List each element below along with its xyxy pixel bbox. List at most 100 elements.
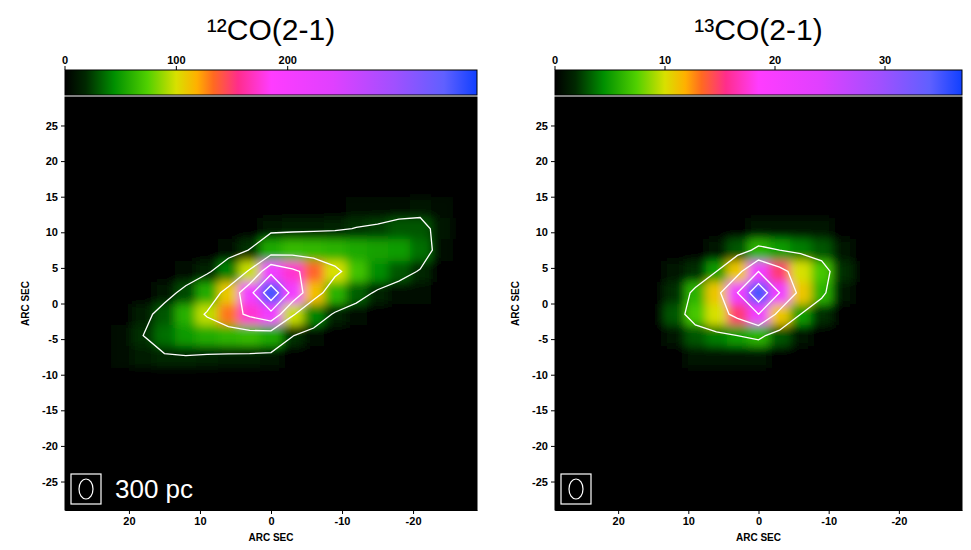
x-axis: 20100-10-20 (556, 510, 963, 527)
y-tick-mark (61, 446, 65, 447)
y-tick: 10 (46, 226, 65, 238)
heat-cell (811, 304, 833, 326)
heat-cell (303, 261, 325, 283)
x-axis-title: ARC SEC (248, 532, 293, 543)
x-tick-mark (829, 510, 830, 514)
heat-cell (811, 218, 833, 240)
y-tick-mark (551, 304, 555, 305)
colorbar: 0100200 (62, 54, 477, 95)
y-tick-mark (551, 232, 555, 233)
heat-cell (111, 239, 133, 261)
colorbar-tick-label: 10 (659, 54, 671, 66)
heat-cell (853, 218, 875, 240)
heat-cell (643, 325, 665, 347)
x-tick-label: 20 (613, 515, 625, 527)
heat-cell (239, 197, 261, 219)
contour (721, 260, 797, 326)
heat-cell (260, 325, 282, 347)
heat-cell (303, 218, 325, 240)
heat-cell (769, 218, 791, 240)
heat-cell (410, 325, 432, 347)
x-tick-mark (759, 510, 760, 514)
heat-cell (111, 346, 133, 368)
heat-cell (175, 325, 197, 347)
heat-cell (218, 346, 240, 368)
heat-cell (324, 261, 346, 283)
x-tick: -10 (335, 510, 351, 527)
y-tick-mark (61, 410, 65, 411)
x-tick: 20 (613, 510, 625, 527)
x-tick: -10 (821, 510, 837, 527)
x-tick-label: -20 (891, 515, 907, 527)
heat-cell (769, 304, 791, 326)
y-tick-mark (61, 268, 65, 269)
y-tick-mark (61, 482, 65, 483)
contour (239, 265, 302, 322)
y-tick: 15 (536, 191, 555, 203)
heat-cell (303, 197, 325, 219)
heat-cell (685, 239, 707, 261)
heat-cell (239, 282, 261, 304)
heat-cell (769, 346, 791, 368)
y-tick: -25 (42, 476, 65, 488)
heat-cell (303, 346, 325, 368)
heat-cell (388, 282, 410, 304)
heat-cell (196, 325, 218, 347)
heat-cell (324, 346, 346, 368)
x-tick-label: -10 (821, 515, 837, 527)
y-tick: 0 (52, 298, 65, 310)
y-tick-mark (551, 125, 555, 126)
x-tick-mark (129, 510, 130, 514)
heat-cell (154, 218, 176, 240)
heat-cell (367, 261, 389, 283)
heat-cell (175, 346, 197, 368)
heat-cell (664, 282, 686, 304)
x-tick-mark (618, 510, 619, 514)
x-tick-mark (413, 510, 414, 514)
heat-cell (832, 282, 854, 304)
y-tick: -10 (42, 369, 65, 381)
x-tick-label: 10 (194, 515, 206, 527)
y-tick: 15 (46, 191, 65, 203)
y-tick-mark (61, 339, 65, 340)
x-tick-mark (899, 510, 900, 514)
heat-cell (154, 325, 176, 347)
y-tick: -15 (532, 404, 555, 416)
heat-cell (685, 218, 707, 240)
heat-cell (748, 218, 770, 240)
colorbar-tick-label: 200 (279, 54, 297, 66)
y-tick: 25 (536, 120, 555, 132)
colorbar-tick-mark (287, 66, 288, 70)
heat-cell (282, 282, 304, 304)
y-tick: 5 (52, 262, 65, 274)
heat-cell (832, 325, 854, 347)
heat-cell (853, 304, 875, 326)
y-tick-label: -10 (532, 369, 548, 381)
contour (143, 217, 432, 355)
y-tick-label: -15 (42, 404, 58, 416)
y-tick-label: 10 (536, 226, 548, 238)
heat-cell (643, 239, 665, 261)
y-tick-label: -5 (48, 333, 58, 345)
heat-cell (132, 218, 154, 240)
heat-cell (664, 218, 686, 240)
heat-cell (346, 325, 368, 347)
y-tick-label: -25 (532, 476, 548, 488)
y-tick: -10 (532, 369, 555, 381)
heat-cell (832, 261, 854, 283)
heat-cell (431, 239, 453, 261)
colorbar-tick-mark (65, 66, 66, 70)
y-tick-label: 25 (46, 120, 58, 132)
colorbar-tick-mark (885, 66, 886, 70)
heat-cell (175, 239, 197, 261)
heat-cell (282, 346, 304, 368)
heat-cell (685, 346, 707, 368)
y-tick-label: 10 (46, 226, 58, 238)
heat-cell (832, 304, 854, 326)
colorbar-bar (555, 70, 962, 95)
heat-cell (346, 346, 368, 368)
colorbar-tick-label: 0 (552, 54, 558, 66)
heat-cell (367, 282, 389, 304)
heat-cell (260, 304, 282, 326)
heat-cell (388, 261, 410, 283)
